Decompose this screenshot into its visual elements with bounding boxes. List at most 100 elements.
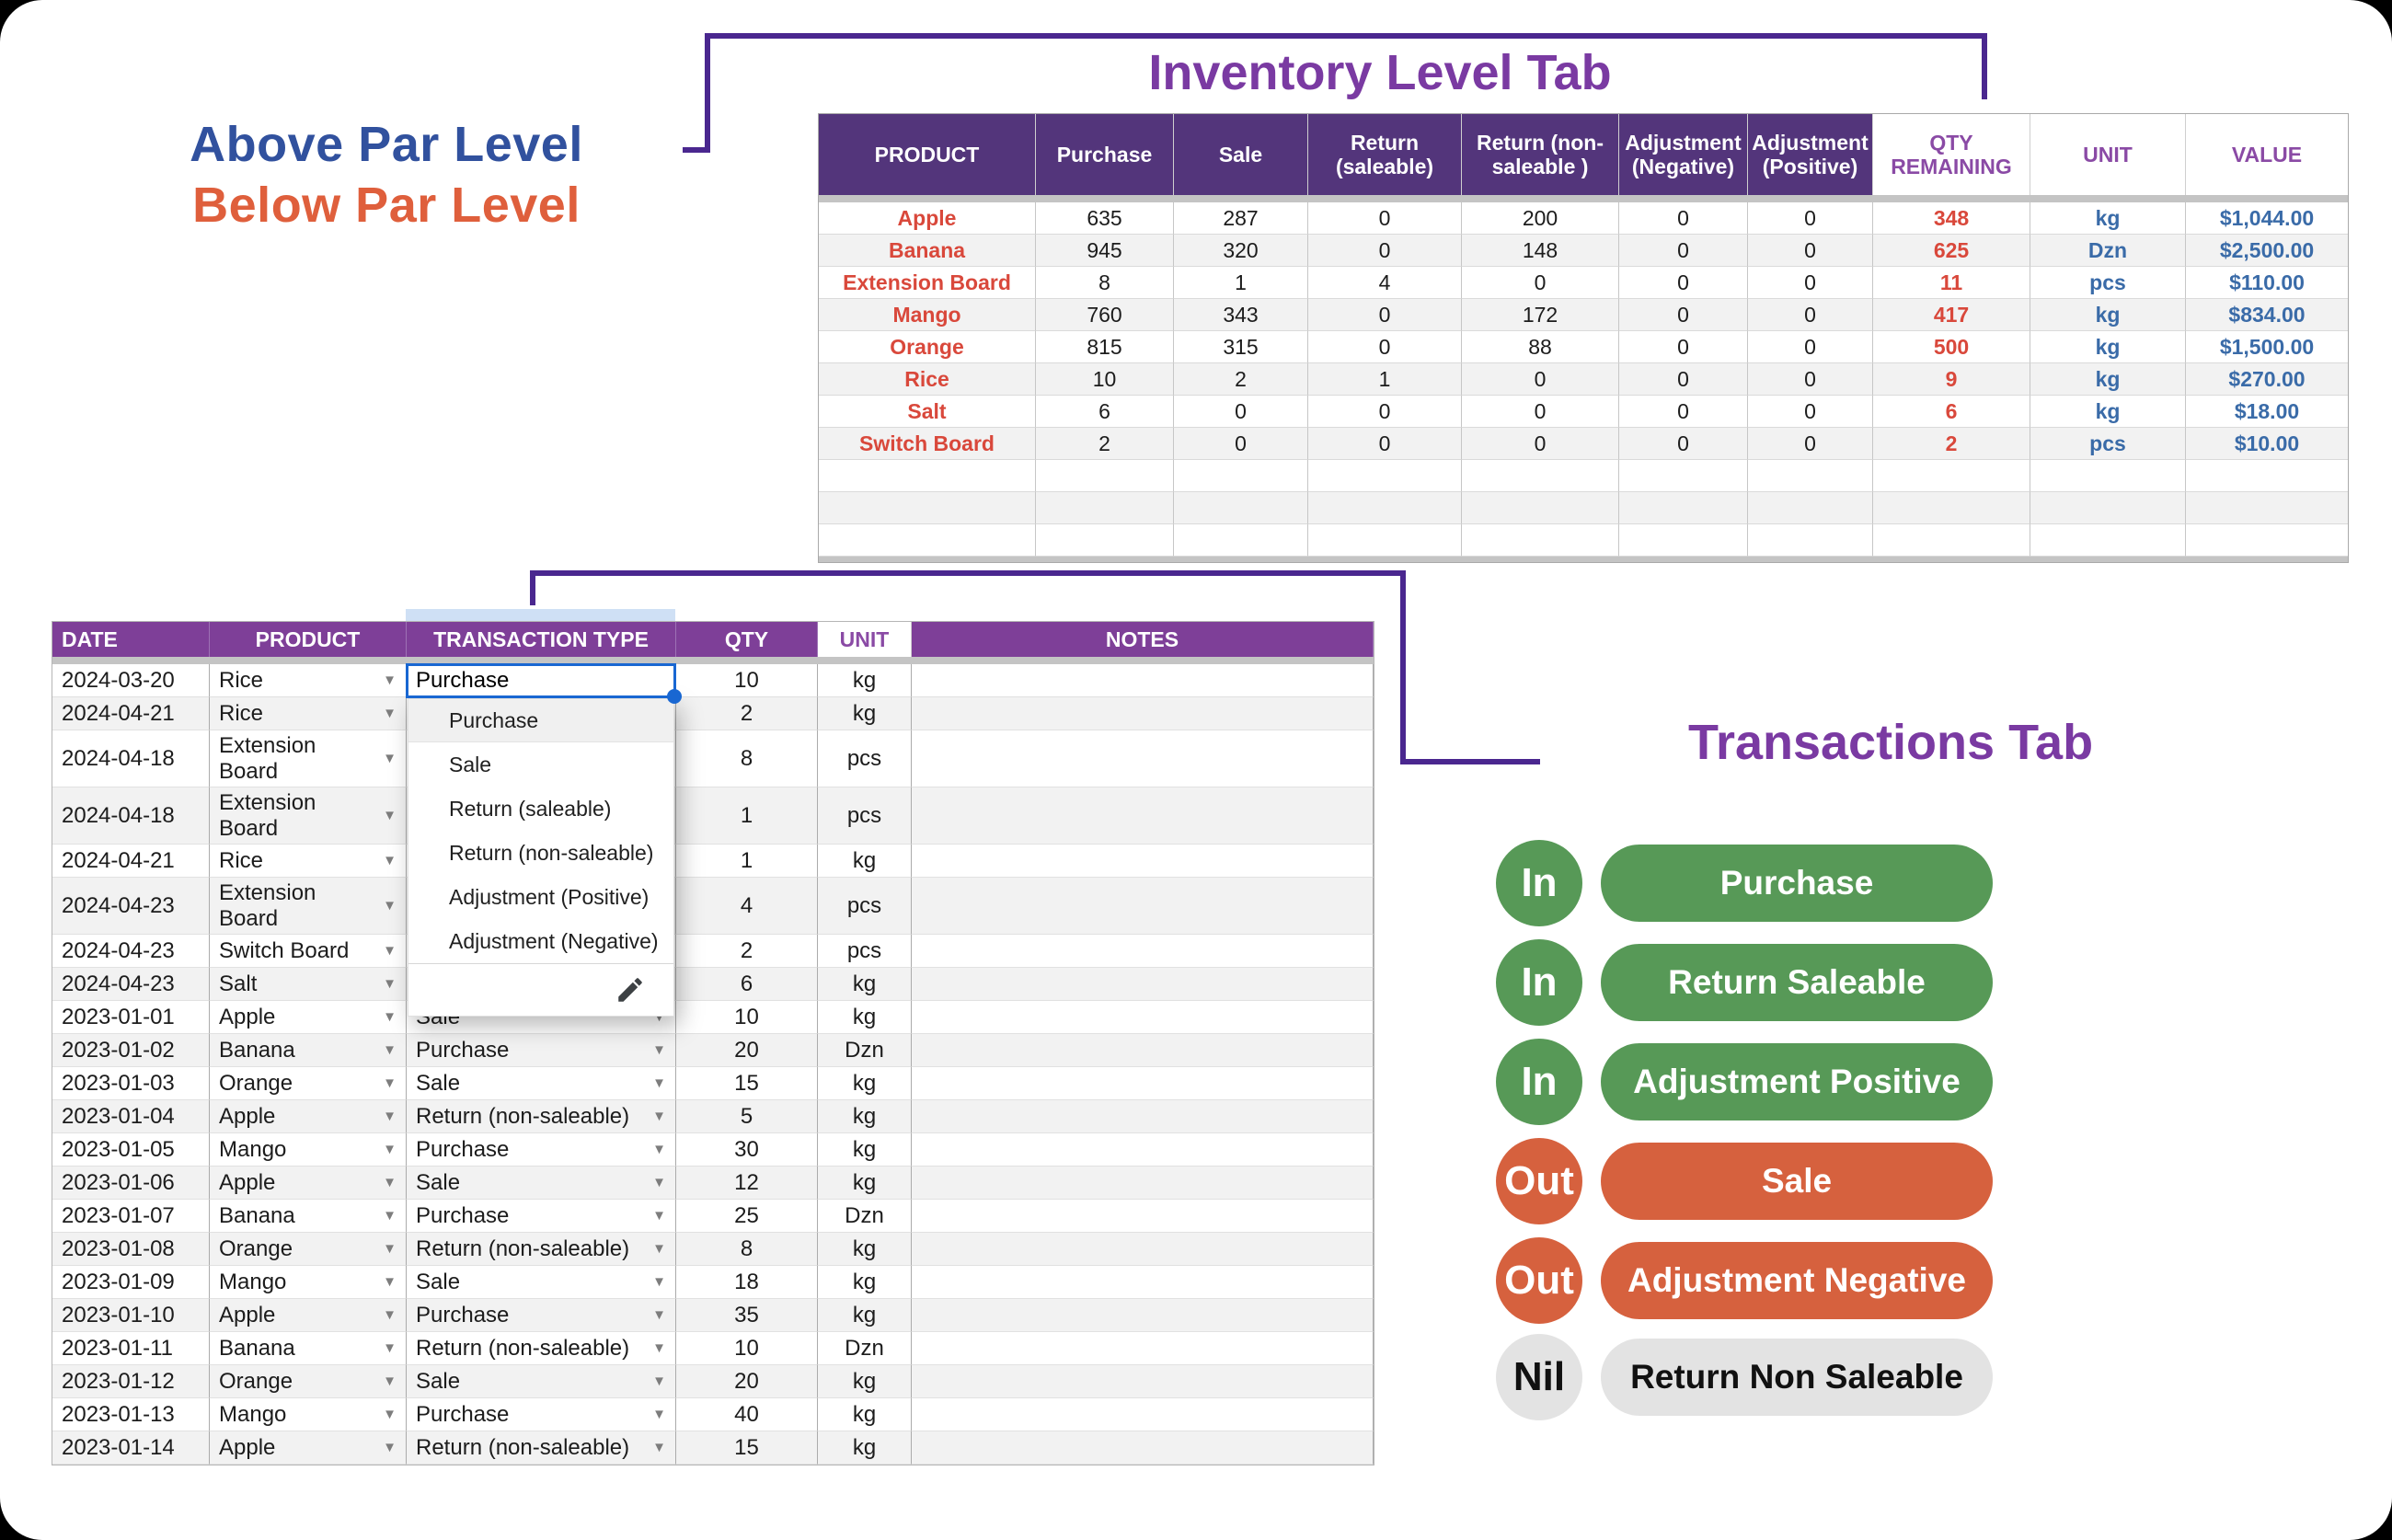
inventory-cell[interactable]: $110.00	[2186, 267, 2348, 299]
trx-cell-date[interactable]: 2023-01-09	[52, 1266, 210, 1299]
trx-cell-type[interactable]: Return (non-saleable) ▼	[407, 1233, 676, 1266]
dropdown-arrow-icon[interactable]: ▼	[383, 976, 397, 992]
trx-cell-type[interactable]: Return (non-saleable) ▼	[407, 1100, 676, 1133]
inventory-cell[interactable]: 8	[1036, 267, 1174, 299]
inventory-cell[interactable]: kg	[2030, 331, 2186, 363]
trx-cell-notes[interactable]	[912, 787, 1374, 845]
dropdown-arrow-icon[interactable]: ▼	[652, 1307, 666, 1323]
trx-cell-qty[interactable]: 1	[676, 845, 818, 878]
transactions-column-header[interactable]: TRANSACTION TYPE	[407, 622, 676, 657]
trx-cell-date[interactable]: 2023-01-08	[52, 1233, 210, 1266]
inventory-cell[interactable]: 88	[1462, 331, 1619, 363]
inventory-column-header[interactable]: Purchase	[1036, 114, 1174, 195]
dropdown-arrow-icon[interactable]: ▼	[383, 1440, 397, 1455]
trx-cell-qty[interactable]: 8	[676, 1233, 818, 1266]
inventory-cell[interactable]: 625	[1873, 235, 2030, 267]
trx-cell-unit[interactable]: kg	[818, 1365, 912, 1398]
inventory-cell[interactable]: 760	[1036, 299, 1174, 331]
trx-cell-notes[interactable]	[912, 1332, 1374, 1365]
trx-cell-date[interactable]: 2023-01-02	[52, 1034, 210, 1067]
trx-cell-notes[interactable]	[912, 1299, 1374, 1332]
inventory-cell[interactable]: 0	[1748, 299, 1873, 331]
inventory-column-header[interactable]: VALUE	[2186, 114, 2348, 195]
inventory-cell[interactable]: 0	[1748, 331, 1873, 363]
inventory-cell[interactable]: 0	[1619, 202, 1748, 235]
dropdown-option[interactable]: Adjustment (Positive)	[449, 884, 650, 909]
trx-cell-date[interactable]: 2023-01-14	[52, 1431, 210, 1465]
trx-cell-type[interactable]: Sale ▼	[407, 1166, 676, 1200]
trx-cell-prod[interactable]: Apple ▼	[210, 1001, 407, 1034]
trx-cell-date[interactable]: 2024-04-23	[52, 878, 210, 935]
inventory-cell[interactable]: 10	[1036, 363, 1174, 396]
inventory-cell[interactable]: 0	[1462, 428, 1619, 460]
dropdown-arrow-icon[interactable]: ▼	[383, 672, 397, 688]
inventory-cell[interactable]: 0	[1308, 299, 1462, 331]
dropdown-option[interactable]: Return (saleable)	[449, 796, 612, 821]
dropdown-arrow-icon[interactable]: ▼	[383, 853, 397, 868]
inventory-cell[interactable]: kg	[2030, 202, 2186, 235]
trx-cell-date[interactable]: 2023-01-10	[52, 1299, 210, 1332]
trx-cell-qty[interactable]: 18	[676, 1266, 818, 1299]
trx-cell-qty[interactable]: 15	[676, 1431, 818, 1465]
trx-cell-prod[interactable]: Rice ▼	[210, 664, 407, 697]
trx-cell-date[interactable]: 2023-01-03	[52, 1067, 210, 1100]
inventory-column-header[interactable]: Adjustment (Positive)	[1748, 114, 1873, 195]
trx-cell-notes[interactable]	[912, 1266, 1374, 1299]
trx-cell-date[interactable]: 2024-04-21	[52, 845, 210, 878]
dropdown-arrow-icon[interactable]: ▼	[383, 1175, 397, 1190]
trx-cell-date[interactable]: 2024-04-23	[52, 968, 210, 1001]
trx-cell-notes[interactable]	[912, 878, 1374, 935]
inventory-cell[interactable]: $270.00	[2186, 363, 2348, 396]
trx-cell-date[interactable]: 2023-01-04	[52, 1100, 210, 1133]
inventory-cell[interactable]: Rice	[819, 363, 1036, 396]
trx-cell-qty[interactable]: 10	[676, 1332, 818, 1365]
trx-cell-unit[interactable]: kg	[818, 1398, 912, 1431]
inventory-cell[interactable]: pcs	[2030, 428, 2186, 460]
inventory-cell[interactable]: 0	[1308, 331, 1462, 363]
inventory-cell[interactable]: Orange	[819, 331, 1036, 363]
inventory-cell[interactable]: 0	[1619, 363, 1748, 396]
trx-cell-prod[interactable]: Apple ▼	[210, 1431, 407, 1465]
trx-cell-prod[interactable]: Extension Board ▼	[210, 787, 407, 845]
inventory-cell[interactable]: kg	[2030, 396, 2186, 428]
trx-cell-date[interactable]: 2023-01-07	[52, 1200, 210, 1233]
trx-cell-type[interactable]: Return (non-saleable) ▼	[407, 1431, 676, 1465]
trx-cell-prod[interactable]: Orange ▼	[210, 1365, 407, 1398]
inventory-cell[interactable]	[1619, 492, 1748, 524]
inventory-cell[interactable]: 0	[1748, 267, 1873, 299]
trx-cell-type[interactable]: Sale ▼	[407, 1266, 676, 1299]
trx-cell-notes[interactable]	[912, 1365, 1374, 1398]
inventory-cell[interactable]: 348	[1873, 202, 2030, 235]
dropdown-arrow-icon[interactable]: ▼	[652, 1440, 666, 1455]
inventory-cell[interactable]: 148	[1462, 235, 1619, 267]
trx-cell-qty[interactable]: 20	[676, 1365, 818, 1398]
inventory-cell[interactable]	[1748, 524, 1873, 557]
trx-cell-notes[interactable]	[912, 697, 1374, 730]
trx-cell-prod[interactable]: Banana ▼	[210, 1200, 407, 1233]
trx-cell-prod[interactable]: Apple ▼	[210, 1166, 407, 1200]
active-cell-transaction-type[interactable]: Purchase	[406, 663, 682, 704]
trx-cell-qty[interactable]: 30	[676, 1133, 818, 1166]
trx-cell-type[interactable]: Return (non-saleable) ▼	[407, 1332, 676, 1365]
inventory-cell[interactable]: 500	[1873, 331, 2030, 363]
trx-cell-qty[interactable]: 20	[676, 1034, 818, 1067]
inventory-cell[interactable]: 315	[1174, 331, 1308, 363]
dropdown-arrow-icon[interactable]: ▼	[652, 1340, 666, 1356]
inventory-cell[interactable]	[1619, 524, 1748, 557]
dropdown-option[interactable]: Purchase	[408, 699, 673, 742]
dropdown-arrow-icon[interactable]: ▼	[652, 1109, 666, 1124]
inventory-cell[interactable]: 0	[1748, 396, 1873, 428]
trx-cell-type[interactable]: Sale ▼	[407, 1365, 676, 1398]
trx-cell-date[interactable]: 2023-01-01	[52, 1001, 210, 1034]
inventory-cell[interactable]: $2,500.00	[2186, 235, 2348, 267]
inventory-cell[interactable]: Dzn	[2030, 235, 2186, 267]
trx-cell-prod[interactable]: Orange ▼	[210, 1233, 407, 1266]
dropdown-arrow-icon[interactable]: ▼	[383, 751, 397, 766]
inventory-column-header[interactable]: Sale	[1174, 114, 1308, 195]
trx-cell-qty[interactable]: 5	[676, 1100, 818, 1133]
inventory-cell[interactable]: 945	[1036, 235, 1174, 267]
trx-cell-date[interactable]: 2024-03-20	[52, 664, 210, 697]
trx-cell-notes[interactable]	[912, 1067, 1374, 1100]
inventory-cell[interactable]: 0	[1619, 299, 1748, 331]
trx-cell-qty[interactable]: 4	[676, 878, 818, 935]
